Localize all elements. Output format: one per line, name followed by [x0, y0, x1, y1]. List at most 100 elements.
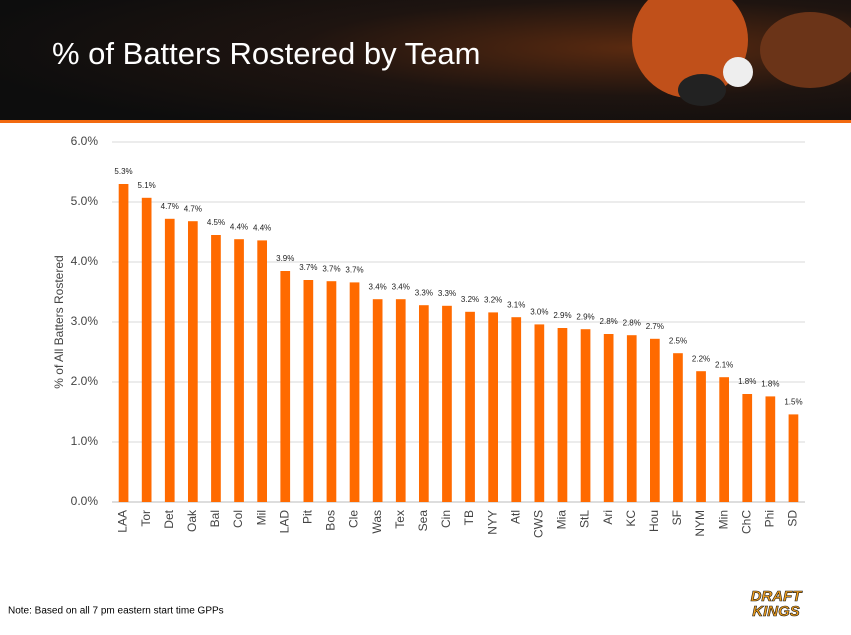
data-label: 4.4%: [253, 224, 271, 233]
bar: [603, 334, 614, 502]
bar: [418, 305, 429, 502]
x-tick-label: Mia: [555, 510, 569, 530]
bar: [118, 184, 129, 502]
x-tick-label: SF: [670, 510, 684, 525]
data-label: 4.7%: [184, 204, 202, 213]
bar: [765, 396, 776, 502]
football: [760, 12, 851, 88]
y-tick-label: 1.0%: [71, 434, 99, 448]
bar: [696, 371, 706, 502]
bar: [534, 324, 545, 502]
bar: [742, 394, 753, 502]
x-tick-label: Tex: [393, 510, 407, 529]
bar: [164, 218, 175, 503]
data-label: 3.2%: [461, 295, 479, 304]
baseball: [723, 57, 753, 87]
x-tick-label: Tor: [139, 510, 153, 527]
data-label: 5.1%: [138, 181, 156, 190]
x-tick-label: Cle: [347, 510, 361, 528]
y-axis-label: % of All Batters Rostered: [52, 255, 66, 388]
x-tick-label: Was: [370, 510, 384, 534]
x-tick-label: Col: [231, 510, 245, 528]
data-label: 2.9%: [576, 312, 594, 321]
x-tick-label: CWS: [532, 510, 546, 538]
data-label: 1.8%: [761, 380, 779, 389]
data-label: 3.3%: [415, 288, 433, 297]
x-tick-label: Oak: [185, 509, 199, 532]
data-label: 4.4%: [230, 222, 248, 231]
x-tick-label: Min: [716, 510, 730, 529]
data-label: 2.1%: [715, 360, 733, 369]
x-tick-label: Cin: [439, 510, 453, 528]
data-label: 3.2%: [484, 296, 502, 305]
x-tick-label: Hou: [647, 510, 661, 532]
y-tick-label: 2.0%: [71, 374, 99, 388]
basketball: [632, 0, 748, 98]
bar: [303, 280, 314, 502]
bar: [326, 281, 337, 502]
data-label: 3.9%: [276, 254, 294, 263]
x-tick-label: StL: [578, 510, 592, 528]
x-tick-label: NYY: [485, 510, 499, 535]
bar: [257, 240, 268, 502]
x-tick-label: LAD: [277, 510, 291, 534]
bar: [673, 353, 683, 502]
y-tick-label: 0.0%: [71, 494, 99, 508]
bar: [719, 377, 730, 502]
logo-text: KINGS: [752, 603, 800, 620]
bar: [442, 305, 452, 502]
bar: [187, 221, 198, 502]
x-tick-label: NYM: [693, 510, 707, 537]
bar: [349, 282, 360, 502]
x-tick-label: Mil: [254, 510, 268, 525]
x-tick-label: Bos: [324, 510, 338, 531]
data-label: 3.0%: [530, 308, 548, 317]
data-label: 2.8%: [623, 318, 641, 327]
bar: [580, 329, 591, 502]
x-tick-label: KC: [624, 510, 638, 527]
bar: [626, 335, 637, 502]
bar: [141, 197, 152, 503]
data-label: 4.7%: [161, 202, 179, 211]
bar: [372, 299, 383, 502]
bar: [211, 235, 221, 502]
data-label: 5.3%: [114, 167, 132, 176]
y-tick-label: 5.0%: [71, 194, 99, 208]
data-label: 1.8%: [738, 377, 756, 386]
data-label: 2.2%: [692, 354, 710, 363]
x-tick-label: ChC: [739, 510, 753, 534]
bar: [488, 312, 499, 502]
data-label: 3.1%: [507, 300, 525, 309]
x-tick-label: Atl: [508, 510, 522, 524]
data-label: 4.5%: [207, 218, 225, 227]
data-label: 3.7%: [345, 266, 363, 275]
header-stripe: [0, 120, 851, 123]
x-tick-label: Ari: [601, 510, 615, 525]
y-tick-label: 4.0%: [71, 254, 99, 268]
bar: [649, 338, 660, 502]
data-label: 3.7%: [299, 263, 317, 272]
title: % of Batters Rostered by Team: [52, 36, 480, 71]
x-tick-label: Det: [162, 509, 176, 528]
data-label: 3.4%: [369, 282, 387, 291]
y-tick-label: 3.0%: [71, 314, 99, 328]
logo-text: DRAFT: [751, 588, 804, 605]
bar: [788, 414, 799, 502]
bar: [465, 311, 475, 502]
data-label: 3.7%: [322, 264, 340, 273]
x-tick-label: Phi: [763, 510, 777, 527]
data-label: 2.7%: [646, 322, 664, 331]
bar: [557, 328, 568, 502]
x-tick-label: Sea: [416, 510, 430, 532]
puck: [678, 74, 726, 106]
data-label: 3.4%: [392, 282, 410, 291]
data-label: 1.5%: [784, 398, 802, 407]
bar: [511, 317, 522, 502]
footnote: Note: Based on all 7 pm eastern start ti…: [8, 606, 224, 617]
x-tick-label: SD: [786, 510, 800, 527]
bar: [395, 299, 406, 502]
y-tick-label: 6.0%: [71, 134, 99, 148]
data-label: 2.9%: [553, 311, 571, 320]
x-tick-label: TB: [462, 510, 476, 525]
